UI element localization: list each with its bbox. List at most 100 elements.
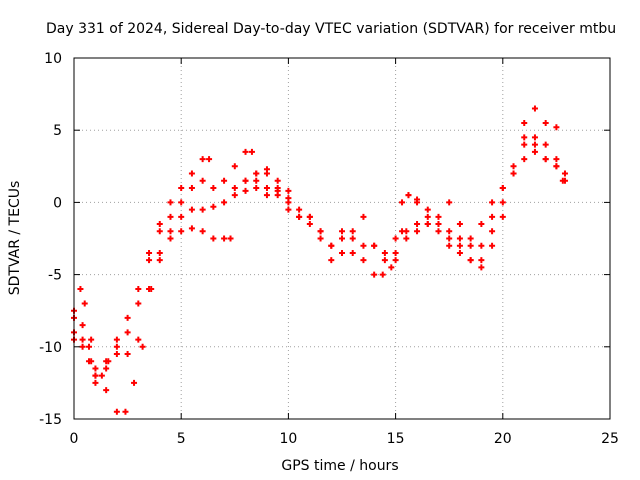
data-point	[456, 235, 463, 242]
data-point	[210, 235, 217, 242]
x-tick-labels: 0 5 10 15 20 25	[70, 431, 619, 447]
data-point	[446, 228, 453, 235]
data-point	[553, 124, 560, 131]
y-axis-label: SDTVAR / TECUs	[7, 181, 23, 296]
data-point	[371, 242, 378, 249]
data-point	[274, 177, 281, 184]
data-point	[135, 336, 142, 343]
data-point	[167, 228, 174, 235]
series-7	[253, 134, 566, 264]
y-tick-label: -10	[39, 340, 62, 356]
data-point	[553, 156, 560, 163]
data-point	[371, 271, 378, 278]
data-point	[392, 249, 399, 256]
x-tick-label: 10	[279, 431, 297, 447]
data-point	[478, 264, 485, 271]
y-tick-label: 5	[53, 123, 62, 139]
data-point	[199, 156, 206, 163]
data-point	[81, 300, 88, 307]
data-point	[135, 300, 142, 307]
data-point	[381, 257, 388, 264]
data-point	[285, 199, 292, 206]
data-point	[156, 249, 163, 256]
data-point	[131, 379, 138, 386]
series-2	[71, 148, 255, 379]
data-point	[339, 235, 345, 242]
data-point	[77, 286, 84, 293]
data-point	[489, 199, 496, 206]
data-point	[499, 199, 506, 206]
data-point	[559, 177, 566, 184]
data-points	[71, 105, 568, 415]
data-point	[446, 199, 453, 206]
data-point	[510, 163, 517, 170]
data-point	[178, 228, 185, 235]
data-point	[221, 199, 228, 206]
data-point	[381, 249, 388, 256]
data-point	[156, 257, 163, 264]
data-point	[392, 235, 399, 242]
data-point	[86, 343, 93, 350]
data-point	[148, 286, 155, 293]
data-point	[349, 228, 356, 235]
data-point	[317, 228, 324, 235]
data-point	[242, 177, 249, 184]
data-point	[146, 249, 153, 256]
data-point	[531, 134, 538, 141]
chart-title: Day 331 of 2024, Sidereal Day-to-day VTE…	[46, 21, 616, 37]
x-tick-label: 5	[177, 431, 186, 447]
data-point	[178, 199, 185, 206]
data-point	[86, 358, 93, 365]
data-point	[139, 343, 146, 350]
data-point	[510, 170, 517, 177]
data-point	[113, 343, 120, 350]
data-point	[124, 351, 131, 358]
data-point	[467, 235, 474, 242]
data-point	[306, 213, 313, 220]
data-point	[92, 372, 99, 379]
data-point	[146, 257, 153, 264]
axis-ticks	[73, 57, 611, 420]
data-point	[521, 134, 528, 141]
data-point	[253, 177, 260, 184]
data-point	[188, 170, 195, 177]
y-tick-label: 0	[53, 195, 62, 211]
data-point	[435, 213, 442, 220]
data-point	[553, 163, 560, 170]
data-point	[328, 242, 335, 249]
data-point	[113, 408, 120, 415]
data-point	[103, 365, 110, 372]
data-point	[306, 221, 313, 228]
data-point	[206, 156, 213, 163]
data-point	[349, 235, 356, 242]
data-point	[467, 242, 474, 249]
data-point	[424, 213, 431, 220]
data-point	[188, 225, 195, 232]
y-tick-label: -15	[39, 412, 62, 428]
data-point	[199, 228, 206, 235]
data-point	[446, 242, 453, 249]
data-point	[135, 286, 142, 293]
data-point	[98, 372, 105, 379]
data-point	[231, 184, 238, 191]
data-point	[405, 192, 412, 199]
data-point	[456, 249, 463, 256]
data-point	[103, 387, 110, 394]
x-tick-label: 25	[601, 431, 619, 447]
series-5	[231, 148, 568, 278]
data-point	[113, 336, 120, 343]
data-point	[388, 264, 395, 271]
data-point	[92, 365, 99, 372]
data-point	[221, 177, 228, 184]
data-point	[253, 184, 260, 191]
data-point	[478, 221, 485, 228]
data-point	[167, 235, 174, 242]
data-point	[456, 242, 463, 249]
x-tick-label: 20	[494, 431, 512, 447]
data-point	[263, 192, 270, 199]
data-point	[242, 148, 249, 155]
data-point	[231, 163, 238, 170]
data-point	[399, 199, 406, 206]
data-point	[296, 213, 303, 220]
